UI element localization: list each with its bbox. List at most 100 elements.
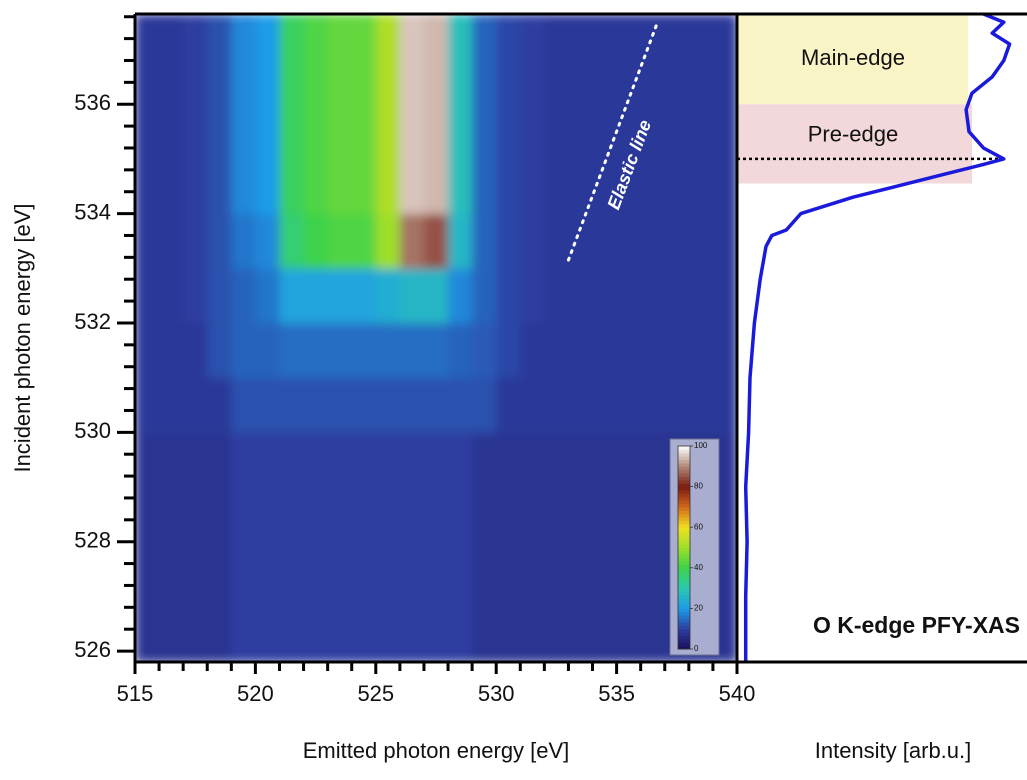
heat-cell bbox=[568, 49, 594, 105]
colorbar-segment bbox=[678, 506, 690, 511]
heat-cell bbox=[183, 541, 208, 597]
x-tick-label: 530 bbox=[478, 681, 515, 706]
heat-cell bbox=[544, 541, 569, 597]
colorbar-segment bbox=[678, 496, 690, 501]
heat-cell bbox=[520, 14, 545, 51]
heat-cell bbox=[255, 104, 280, 160]
heat-cell bbox=[207, 213, 232, 269]
heat-cell bbox=[255, 268, 280, 324]
heat-cell bbox=[159, 158, 184, 215]
heat-cell bbox=[544, 487, 569, 543]
heat-cell bbox=[135, 268, 160, 324]
heat-cell bbox=[351, 541, 377, 597]
heat-cell bbox=[207, 541, 232, 597]
heat-cell bbox=[640, 377, 666, 433]
heat-cell bbox=[399, 14, 425, 51]
heat-cell bbox=[207, 377, 232, 433]
heat-cell bbox=[520, 322, 545, 379]
heat-cell bbox=[712, 377, 737, 433]
colorbar-tick-label: 20 bbox=[694, 604, 703, 613]
heat-cell bbox=[159, 322, 184, 379]
heat-cell bbox=[303, 487, 329, 543]
heat-cell bbox=[688, 49, 714, 105]
heat-cell bbox=[231, 432, 256, 488]
heat-cell bbox=[375, 268, 401, 324]
heat-cell bbox=[448, 49, 473, 105]
heat-cell bbox=[616, 268, 642, 324]
colorbar-segment bbox=[678, 462, 690, 467]
heat-cell bbox=[279, 158, 305, 215]
heat-cell bbox=[664, 104, 690, 160]
heat-cell bbox=[375, 487, 401, 543]
heat-cell bbox=[375, 213, 401, 269]
heat-cell bbox=[616, 104, 642, 160]
heat-cell bbox=[688, 213, 714, 269]
colorbar-segment bbox=[678, 591, 690, 596]
heat-cell bbox=[472, 541, 497, 597]
colorbar-segment bbox=[678, 479, 690, 484]
heat-cell bbox=[327, 104, 353, 160]
xas-annotation: O K-edge PFY-XAS bbox=[813, 612, 1020, 638]
y-tick-label: 532 bbox=[74, 309, 111, 334]
colorbar-segment bbox=[678, 567, 690, 572]
heat-cell bbox=[520, 377, 545, 433]
heat-cell bbox=[472, 104, 497, 160]
heat-cell bbox=[327, 322, 353, 379]
heat-cell bbox=[616, 432, 642, 488]
heat-cell bbox=[472, 377, 497, 433]
heat-cell bbox=[496, 487, 521, 543]
colorbar-segment bbox=[678, 510, 690, 515]
colorbar-segment bbox=[678, 594, 690, 599]
colorbar-segment bbox=[678, 584, 690, 589]
colorbar-segment bbox=[678, 520, 690, 525]
colorbar-segment bbox=[678, 608, 690, 613]
heat-cell bbox=[520, 213, 545, 269]
heat-cell bbox=[592, 268, 618, 324]
x-tick-label: 520 bbox=[237, 681, 274, 706]
colorbar-segment bbox=[678, 530, 690, 535]
heat-cell bbox=[351, 14, 377, 51]
xas-band bbox=[737, 14, 968, 105]
colorbar-segment bbox=[678, 544, 690, 548]
heat-cell bbox=[544, 268, 569, 324]
heat-cell bbox=[231, 49, 256, 105]
colorbar-segment bbox=[678, 459, 690, 464]
heat-cell bbox=[688, 14, 714, 51]
heat-cell bbox=[664, 14, 690, 51]
heat-cell bbox=[520, 596, 545, 662]
heat-cell bbox=[399, 541, 425, 597]
colorbar-segment bbox=[678, 537, 690, 542]
heat-cell bbox=[592, 213, 618, 269]
heat-cell bbox=[183, 14, 208, 51]
heat-cell bbox=[496, 596, 521, 662]
heat-cell bbox=[375, 541, 401, 597]
heat-cell bbox=[472, 596, 497, 662]
colorbar-segment bbox=[678, 503, 690, 508]
heat-cell bbox=[640, 158, 666, 215]
heat-cell bbox=[231, 213, 256, 269]
heat-cell bbox=[327, 49, 353, 105]
heat-cell bbox=[399, 213, 425, 269]
heat-cell bbox=[496, 213, 521, 269]
elastic-line bbox=[566, 20, 660, 262]
heat-cell bbox=[279, 377, 305, 433]
colorbar-segment bbox=[678, 483, 690, 488]
heat-cell bbox=[351, 268, 377, 324]
heat-cell bbox=[183, 487, 208, 543]
heat-cell bbox=[448, 541, 473, 597]
heat-cell bbox=[183, 104, 208, 160]
heat-cell bbox=[568, 14, 594, 51]
heat-cell bbox=[375, 158, 401, 215]
colorbar-segment bbox=[678, 571, 690, 576]
colorbar-segment bbox=[678, 523, 690, 528]
heat-cell bbox=[423, 14, 449, 51]
colorbar-segment bbox=[678, 635, 690, 640]
colorbar-segment bbox=[678, 621, 690, 626]
heat-cell bbox=[399, 377, 425, 433]
colorbar-tick-label: 60 bbox=[694, 522, 703, 531]
heat-cell bbox=[159, 268, 184, 324]
colorbar-segment bbox=[678, 577, 690, 582]
x-axis-label: Emitted photon energy [eV] bbox=[303, 738, 570, 763]
xas-curve bbox=[743, 12, 1012, 662]
colorbar-segment bbox=[678, 547, 690, 552]
